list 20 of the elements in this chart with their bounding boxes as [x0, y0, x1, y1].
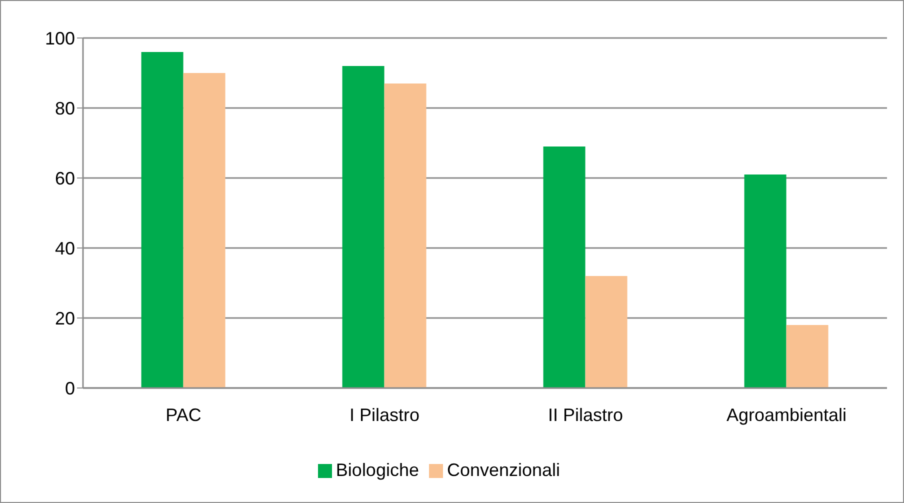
y-tick-label: 0	[64, 378, 75, 398]
bar	[183, 73, 226, 388]
bar	[342, 66, 384, 388]
y-tick-label: 100	[44, 28, 75, 48]
y-tick-label: 40	[54, 238, 75, 258]
bar	[744, 174, 786, 388]
bar	[585, 276, 628, 388]
x-tick-label: I Pilastro	[349, 404, 420, 425]
bar	[543, 146, 586, 388]
bar	[786, 325, 828, 388]
bar	[141, 52, 184, 388]
y-tick-label: 60	[54, 168, 75, 188]
legend-label: Biologiche	[336, 460, 419, 480]
bar	[384, 84, 426, 388]
x-tick-label: Agroambientali	[726, 404, 847, 425]
x-tick-label: II Pilastro	[548, 404, 624, 425]
legend-label: Convenzionali	[446, 460, 560, 480]
y-tick-label: 80	[54, 98, 75, 118]
x-tick-label: PAC	[166, 404, 202, 425]
y-tick-label: 20	[54, 308, 75, 328]
